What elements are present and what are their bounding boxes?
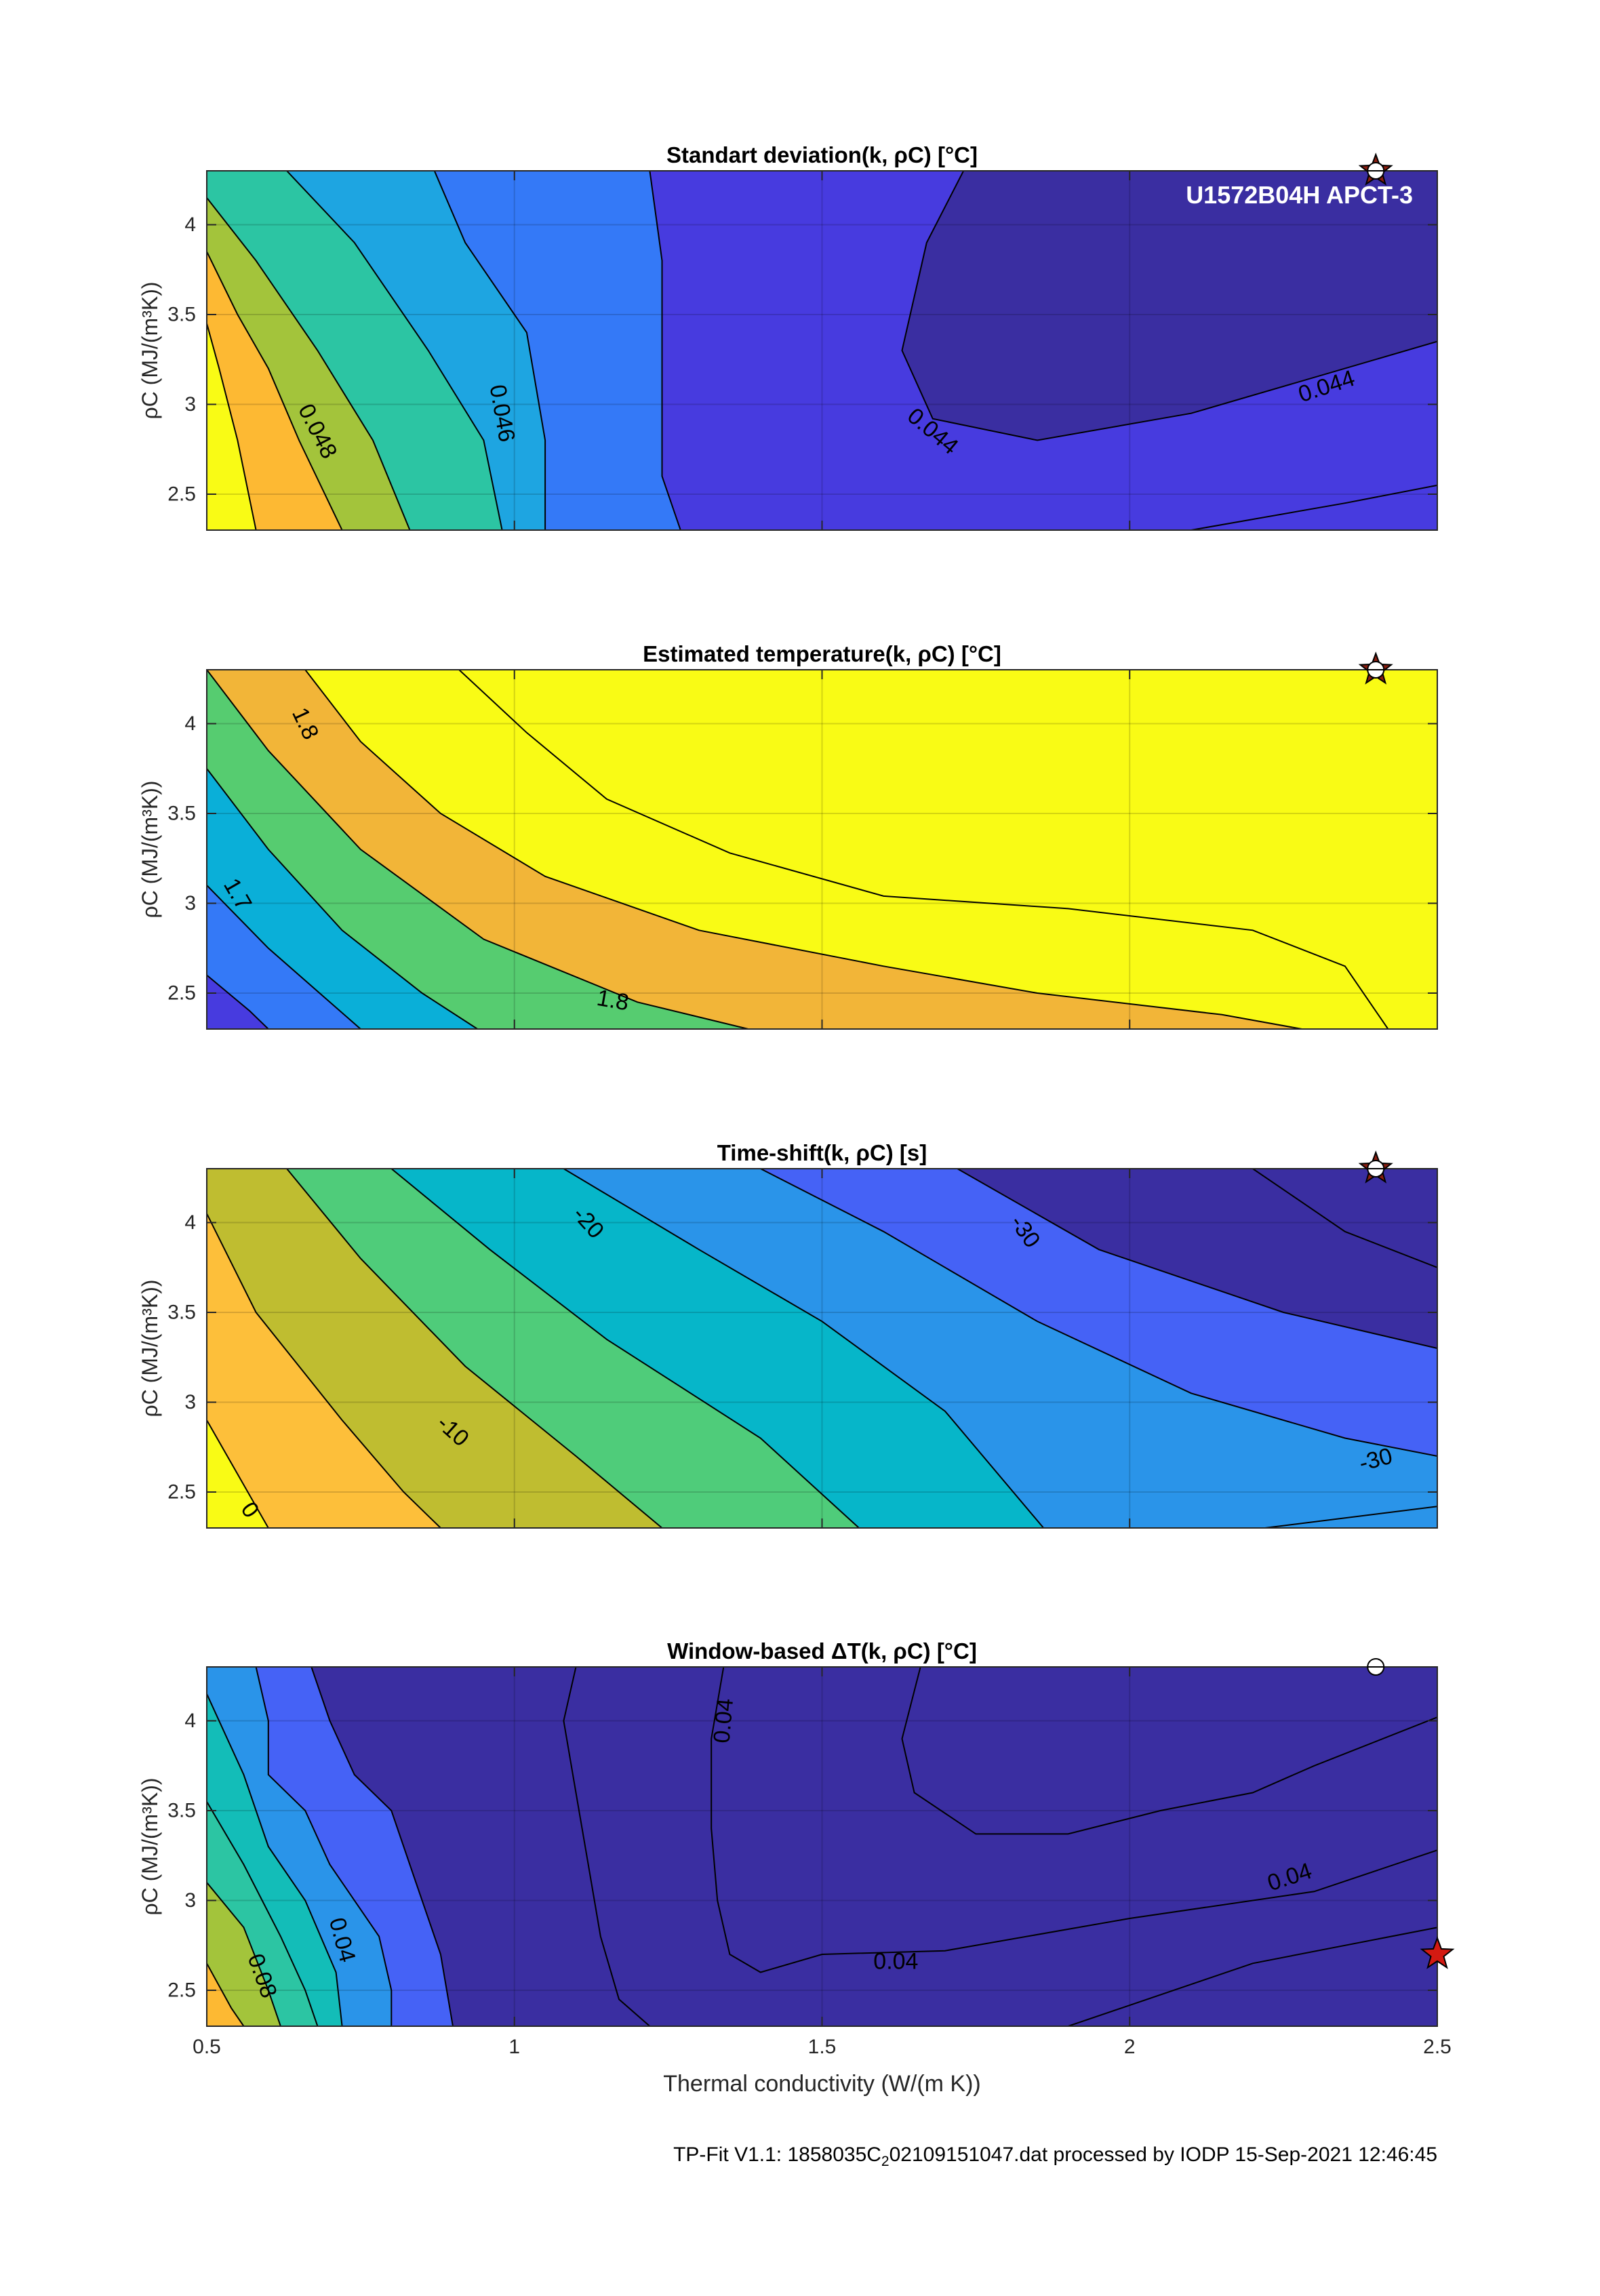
footer-suffix: 02109151047.dat processed by IODP 15-Sep… xyxy=(889,2143,1437,2166)
contour-line xyxy=(433,171,546,530)
y-tick-label: 3.5 xyxy=(167,803,196,825)
chart-title: Window-based ΔT(k, ρC) [°C] xyxy=(667,1638,977,1664)
contour-line xyxy=(207,251,343,530)
footer-subscript: 2 xyxy=(881,2154,889,2169)
x-tick-label: 1.5 xyxy=(808,2036,837,2058)
y-axis-label: ρC (MJ/(m³K)) xyxy=(138,281,162,419)
contour-line xyxy=(1191,484,1437,530)
y-tick-label: 3.5 xyxy=(167,1302,196,1324)
contour-label: 0.04 xyxy=(708,1697,738,1744)
contour-line xyxy=(207,885,361,1029)
contour-line xyxy=(649,171,681,530)
contour-line xyxy=(901,171,1437,441)
y-tick-label: 3 xyxy=(184,1391,196,1413)
contour-line xyxy=(207,1419,269,1528)
y-tick-label: 3 xyxy=(184,892,196,914)
y-axis-label: ρC (MJ/(m³K)) xyxy=(138,1279,162,1417)
chart-panel-4: 0.040.040.040.08 0.042.533.540.5 1 1.5 2 2.5W… xyxy=(138,1638,1455,2097)
contour-line xyxy=(286,171,503,530)
contour-line xyxy=(458,670,1389,1029)
contour-line xyxy=(207,1962,245,2026)
x-tick-label: 0.5 xyxy=(193,2036,221,2058)
x-axis-label: Thermal conductivity (W/(m K)) xyxy=(663,2071,981,2097)
y-tick-label: 2.5 xyxy=(167,982,196,1005)
contour-line xyxy=(391,1169,860,1528)
contour-label: 0.04 xyxy=(873,1949,918,1975)
contour-line xyxy=(901,1667,1437,1835)
contour-line xyxy=(255,1667,393,2026)
band-region xyxy=(207,1882,281,2026)
y-tick-label: 2.5 xyxy=(167,483,196,506)
contour-fill xyxy=(207,1169,1437,1528)
y-tick-label: 2.5 xyxy=(167,1979,196,2002)
footer-prefix: TP-Fit V1.1: 1858035C xyxy=(673,2143,881,2166)
contour-line xyxy=(957,1169,1437,1349)
best-fit-star-marker xyxy=(1420,1936,1455,1969)
contour-fill xyxy=(207,171,1437,530)
band-region xyxy=(207,1213,441,1528)
band-region xyxy=(207,323,256,530)
x-tick-label: 1 xyxy=(508,2036,520,2058)
contour-label: 1.8 xyxy=(595,985,631,1016)
contour-line xyxy=(311,1667,454,2026)
y-tick-label: 4 xyxy=(184,1710,196,1732)
contour-fill xyxy=(207,1667,1437,2026)
chart-title: Time-shift(k, ρC) [s] xyxy=(717,1140,927,1165)
contour-line xyxy=(563,1667,651,2026)
contour-line xyxy=(207,670,748,1029)
contour-line xyxy=(304,670,1302,1029)
contour-line xyxy=(207,1801,319,2026)
chart-title: Estimated temperature(k, ρC) [°C] xyxy=(643,641,1001,666)
x-tick-label: 2 xyxy=(1124,2036,1136,2058)
contour-line xyxy=(207,974,269,1029)
y-axis-label: ρC (MJ/(m³K)) xyxy=(138,1777,162,1915)
band-region xyxy=(207,1963,244,2026)
y-tick-label: 3.5 xyxy=(167,304,196,326)
y-axis-label: ρC (MJ/(m³K)) xyxy=(138,780,162,918)
y-tick-label: 3 xyxy=(184,393,196,416)
contour-line xyxy=(1068,1927,1437,2026)
contour-line xyxy=(207,1213,441,1528)
contour-line xyxy=(286,1169,663,1528)
contour-line xyxy=(207,1882,281,2026)
contour-line xyxy=(1264,1506,1437,1528)
x-tick-label: 2.5 xyxy=(1423,2036,1452,2058)
panel-annotation: U1572B04H APCT-3 xyxy=(1186,181,1413,209)
contour-line xyxy=(760,1169,1437,1457)
contour-line xyxy=(207,197,411,530)
band-region xyxy=(207,885,361,1029)
y-tick-label: 4 xyxy=(184,712,196,735)
contour-line xyxy=(207,1693,343,2026)
contour-fill xyxy=(207,670,1437,1029)
y-tick-label: 3.5 xyxy=(167,1800,196,1822)
contour-line xyxy=(711,1667,1437,1973)
y-tick-label: 4 xyxy=(184,1211,196,1234)
contour-line xyxy=(207,768,478,1029)
contour-line xyxy=(563,1169,1044,1528)
footer-caption: TP-Fit V1.1: 1858035C202109151047.dat pr… xyxy=(0,2143,1437,2170)
y-tick-label: 2.5 xyxy=(167,1481,196,1504)
chart-title: Standart deviation(k, ρC) [°C] xyxy=(666,142,978,167)
y-tick-label: 4 xyxy=(184,214,196,236)
contour-line xyxy=(1252,1169,1437,1268)
y-tick-label: 3 xyxy=(184,1889,196,1912)
contour-line xyxy=(207,323,257,530)
